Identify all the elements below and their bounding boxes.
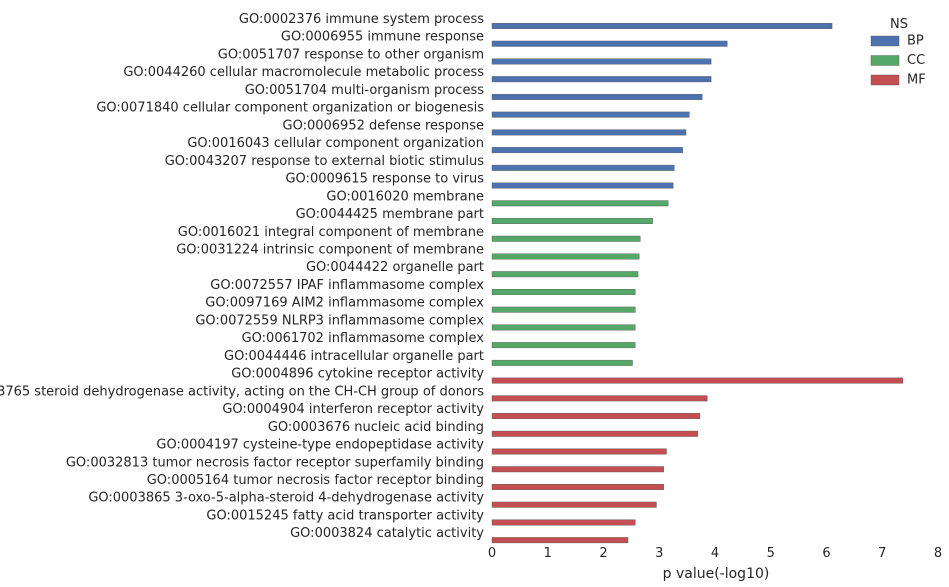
legend-swatch-bp bbox=[870, 35, 900, 47]
category-label: GO:0044422 organelle part bbox=[306, 260, 484, 275]
bar-mf bbox=[491, 519, 636, 526]
bar-mf bbox=[491, 466, 664, 473]
category-label: GO:0003824 catalytic activity bbox=[290, 526, 484, 541]
bar-cc bbox=[491, 359, 633, 366]
x-tick-label: 6 bbox=[822, 546, 830, 561]
legend-swatch-cc bbox=[870, 55, 900, 66]
legend: NS BP CC MF bbox=[870, 17, 926, 88]
bar-mf bbox=[491, 501, 657, 508]
bar-bp bbox=[491, 164, 675, 171]
category-label: GO:0006952 defense response bbox=[283, 118, 485, 133]
x-tick-labels-group: 0 1 2 3 4 5 6 7 8 bbox=[488, 546, 942, 561]
bar-mf bbox=[491, 430, 698, 437]
category-label: GO:0044260 cellular macromolecule metabo… bbox=[123, 65, 484, 80]
category-label: GO:0031224 intrinsic component of membra… bbox=[176, 242, 484, 257]
legend-label-mf: MF bbox=[907, 73, 926, 88]
bar-mf bbox=[491, 537, 629, 544]
category-label: GO:0044425 membrane part bbox=[296, 207, 484, 222]
category-label: GO:0097169 AIM2 inflammasome complex bbox=[205, 296, 484, 311]
bar-bp bbox=[491, 129, 687, 136]
bar-mf bbox=[491, 448, 667, 455]
bar-bp bbox=[491, 147, 683, 154]
bar-cc bbox=[491, 306, 636, 313]
bar-mf bbox=[491, 413, 701, 420]
category-label: GO:0016043 cellular component organizati… bbox=[187, 136, 484, 151]
category-label: GO:0072557 IPAF inflammasome complex bbox=[210, 278, 484, 293]
bar-cc bbox=[491, 253, 640, 260]
category-label: GO:0071840 cellular component organizati… bbox=[96, 101, 484, 116]
x-tick-label: 1 bbox=[544, 546, 552, 561]
bar-bp bbox=[491, 58, 712, 65]
bars-group bbox=[491, 23, 904, 544]
bar-bp bbox=[491, 23, 833, 29]
category-label: GO:0005164 tumor necrosis factor recepto… bbox=[147, 473, 484, 488]
bar-cc bbox=[491, 200, 669, 207]
category-label: GO:0003676 nucleic acid binding bbox=[268, 420, 484, 435]
bar-mf bbox=[491, 484, 664, 490]
category-label: GO:0004904 interferon receptor activity bbox=[222, 402, 484, 417]
category-label: GO:0016020 membrane bbox=[326, 189, 484, 204]
bar-bp bbox=[491, 93, 703, 100]
category-label: GO:0016021 integral component of membran… bbox=[178, 225, 484, 240]
category-label: GO:0044446 intracellular organelle part bbox=[224, 349, 484, 364]
category-label: GO:0051707 response to other organism bbox=[218, 47, 484, 62]
x-tick-label: 8 bbox=[934, 546, 942, 561]
category-label: GO:0032813 tumor necrosis factor recepto… bbox=[66, 455, 484, 470]
bar-mf bbox=[491, 395, 708, 402]
category-labels-group: GO:0002376 immune system process GO:00069… bbox=[0, 12, 484, 541]
bar-cc bbox=[491, 235, 641, 242]
x-axis-title: p value(-log10) bbox=[663, 566, 770, 582]
category-label: GO:0043207 response to external biotic s… bbox=[165, 154, 485, 169]
category-label: GO:0051704 multi-organism process bbox=[245, 83, 485, 98]
x-tick-label: 0 bbox=[488, 546, 496, 561]
bar-mf bbox=[491, 377, 904, 384]
x-tick-label: 7 bbox=[878, 546, 886, 561]
category-label: GO:0009615 response to virus bbox=[285, 172, 484, 187]
legend-title: NS bbox=[890, 17, 908, 32]
x-tick-label: 2 bbox=[599, 546, 607, 561]
bar-bp bbox=[491, 40, 728, 47]
bar-cc bbox=[491, 342, 636, 349]
bar-bp bbox=[491, 76, 712, 83]
category-label: GO:0006955 immune response bbox=[281, 30, 484, 45]
category-label: GO:0002376 immune system process bbox=[239, 12, 484, 27]
bar-cc bbox=[491, 271, 639, 278]
bar-bp bbox=[491, 111, 690, 118]
category-label: GO:0015245 fatty acid transporter activi… bbox=[206, 508, 484, 523]
category-label: GO:0003865 3-oxo-5-alpha-steroid 4-dehyd… bbox=[88, 491, 484, 506]
bar-cc bbox=[491, 218, 653, 224]
category-label: GO:0061702 inflammasome complex bbox=[242, 331, 485, 346]
x-tick-label: 5 bbox=[767, 546, 775, 561]
x-tick-label: 3 bbox=[655, 546, 663, 561]
legend-swatch-mf bbox=[870, 74, 900, 86]
bar-cc bbox=[491, 324, 636, 331]
category-label: GO:0004896 cytokine receptor activity bbox=[231, 367, 484, 382]
legend-label-cc: CC bbox=[907, 53, 925, 68]
category-label: GO:0004197 cysteine-type endopeptidase a… bbox=[156, 438, 484, 453]
legend-label-bp: BP bbox=[907, 34, 924, 49]
x-tick-label: 4 bbox=[711, 546, 719, 561]
category-label: GO:0033765 steroid dehydrogenase activit… bbox=[0, 384, 484, 399]
bar-bp bbox=[491, 182, 674, 189]
bar-cc bbox=[491, 289, 636, 295]
category-label: GO:0072559 NLRP3 inflammasome complex bbox=[195, 313, 484, 328]
